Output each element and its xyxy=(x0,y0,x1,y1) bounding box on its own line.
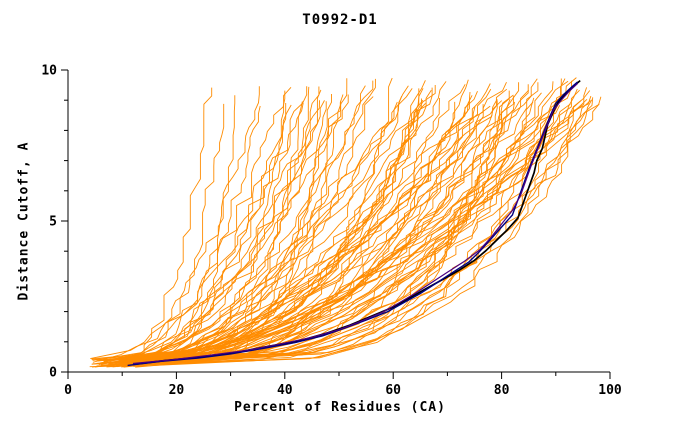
prediction-curve xyxy=(116,104,292,368)
prediction-curve xyxy=(117,100,320,365)
prediction-curve xyxy=(125,100,325,366)
prediction-curve xyxy=(89,99,593,368)
prediction-curve xyxy=(119,105,561,364)
prediction-curve xyxy=(123,84,529,368)
prediction-curve xyxy=(131,88,424,361)
highlight-curves xyxy=(127,79,581,367)
prediction-curve xyxy=(91,81,579,361)
x-axis-label: Percent of Residues (CA) xyxy=(234,400,446,415)
prediction-curve xyxy=(119,99,582,362)
prediction-curve xyxy=(117,87,213,363)
prediction-curve xyxy=(110,100,498,361)
prediction-curve xyxy=(116,77,577,360)
prediction-curve xyxy=(104,90,286,362)
prediction-curve xyxy=(97,104,484,365)
model-violet xyxy=(132,83,578,365)
prediction-curve xyxy=(118,89,432,361)
prediction-curve xyxy=(94,96,374,368)
tick-label: 10 xyxy=(41,64,57,79)
prediction-curve xyxy=(100,103,287,361)
prediction-curve xyxy=(91,100,503,368)
tick-label: 0 xyxy=(64,383,72,398)
prediction-curve xyxy=(115,91,478,364)
tick-label: 40 xyxy=(277,383,293,398)
tick-label: 60 xyxy=(385,383,401,398)
prediction-curve xyxy=(127,89,322,367)
tick-label: 5 xyxy=(49,215,57,230)
prediction-curve xyxy=(92,103,225,361)
prediction-curve xyxy=(107,85,409,361)
chart-title: T0992-D1 xyxy=(302,12,378,28)
prediction-curve xyxy=(116,88,492,367)
prediction-curve xyxy=(97,85,366,362)
prediction-curve xyxy=(132,102,426,366)
prediction-curve xyxy=(119,95,236,360)
prediction-curve xyxy=(136,105,476,361)
prediction-curve xyxy=(92,102,304,363)
tick-label: 100 xyxy=(598,383,622,398)
prediction-curve xyxy=(108,84,466,365)
prediction-curve xyxy=(99,94,344,364)
prediction-curve xyxy=(126,100,342,362)
prediction-curve xyxy=(106,88,420,368)
prediction-curve xyxy=(121,82,507,368)
prediction-curve xyxy=(123,87,292,360)
tick-label: 20 xyxy=(169,383,185,398)
prediction-curve xyxy=(99,78,562,367)
prediction-curve xyxy=(127,97,441,363)
prediction-curve xyxy=(123,87,588,363)
prediction-curve xyxy=(118,80,569,366)
prediction-curve xyxy=(90,86,260,360)
prediction-curve xyxy=(132,78,538,364)
prediction-curve xyxy=(98,86,320,366)
prediction-curve xyxy=(114,86,308,363)
tick-label: 0 xyxy=(49,366,57,381)
prediction-curve xyxy=(133,105,261,366)
prediction-curve xyxy=(111,80,572,366)
model-navy xyxy=(127,81,578,367)
prediction-curve xyxy=(101,78,376,364)
prediction-curve xyxy=(116,81,554,365)
tick-label: 80 xyxy=(494,383,510,398)
prediction-curve xyxy=(104,80,426,362)
ensemble-curves xyxy=(89,77,602,368)
prediction-curve xyxy=(103,94,514,362)
prediction-curve xyxy=(92,100,591,365)
prediction-curve xyxy=(121,94,349,361)
prediction-curve xyxy=(121,85,436,363)
prediction-curve xyxy=(101,91,471,366)
prediction-curve xyxy=(134,79,469,360)
